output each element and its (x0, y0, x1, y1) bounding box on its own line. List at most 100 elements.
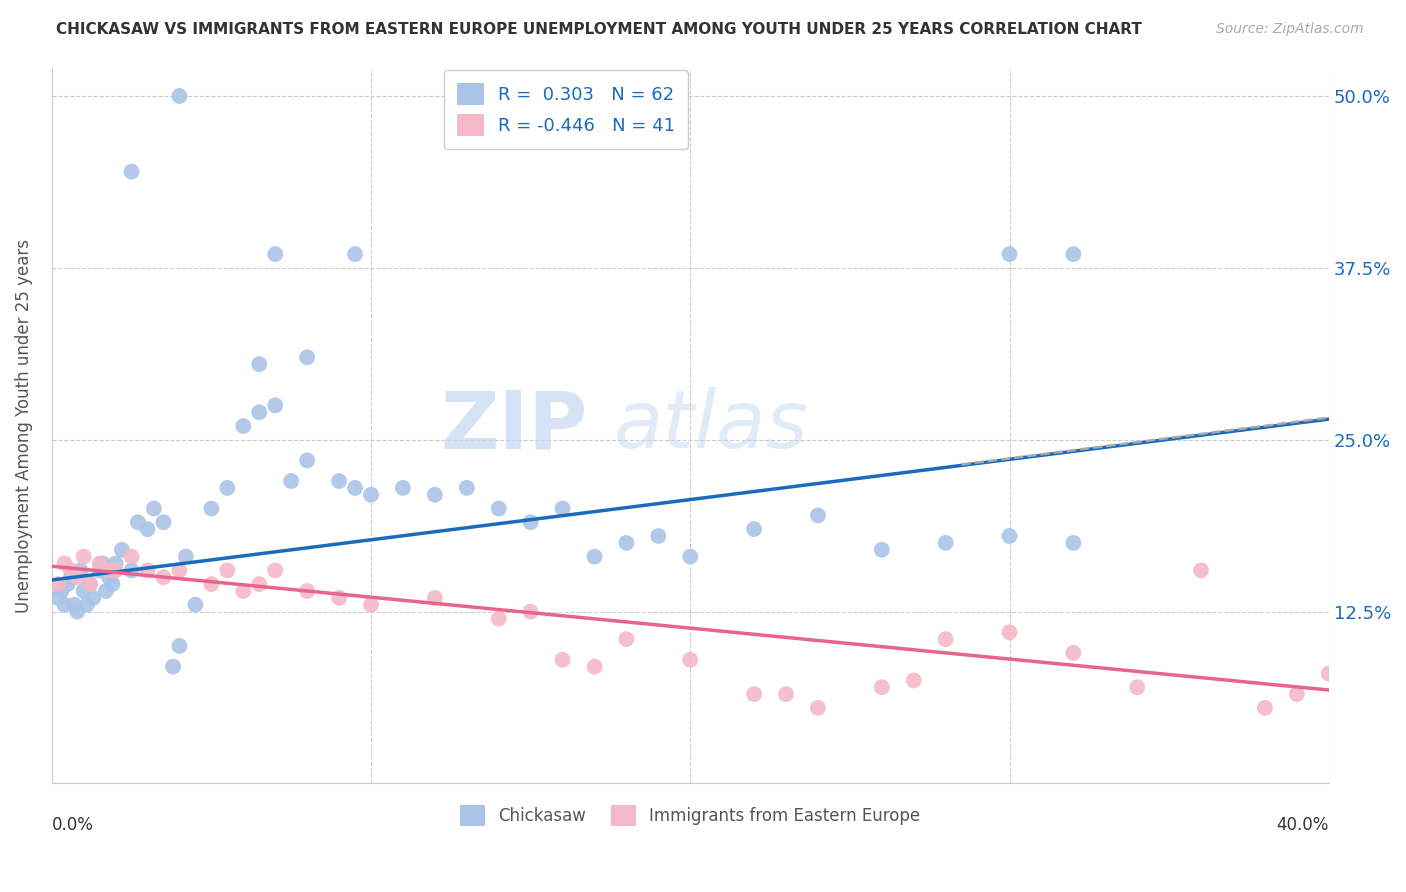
Point (519, 605, 541, 619)
Point (328, 591, 350, 605)
Point (76, 598, 98, 612)
Point (1062, 536, 1084, 550)
Point (423, 591, 446, 605)
Point (870, 680, 893, 694)
Point (46, 577, 69, 591)
Point (679, 549, 702, 564)
Point (63, 598, 86, 612)
Point (56, 577, 79, 591)
Point (1254, 701, 1277, 715)
Point (46, 591, 69, 605)
Point (583, 659, 606, 673)
Point (344, 481, 367, 495)
Y-axis label: Unemployment Among Youth under 25 years: Unemployment Among Youth under 25 years (15, 239, 32, 613)
Point (184, 598, 207, 612)
Point (423, 488, 446, 502)
Point (360, 598, 382, 612)
Point (174, 549, 197, 564)
Point (89, 557, 111, 571)
Point (152, 570, 174, 584)
Point (79, 577, 101, 591)
Point (742, 687, 765, 701)
Point (53, 557, 76, 571)
Point (280, 474, 302, 488)
Point (111, 542, 134, 557)
Point (1285, 687, 1308, 701)
Point (1126, 680, 1149, 694)
Text: Source: ZipAtlas.com: Source: ZipAtlas.com (1216, 22, 1364, 37)
Point (551, 653, 574, 667)
Point (82, 591, 104, 605)
Point (1317, 666, 1340, 681)
Point (616, 536, 638, 550)
Point (73, 549, 96, 564)
Point (583, 549, 606, 564)
Point (998, 625, 1021, 640)
Point (264, 563, 287, 577)
Text: ZIP: ZIP (441, 387, 588, 465)
Point (121, 164, 143, 178)
Point (89, 563, 111, 577)
Point (935, 632, 957, 647)
Point (616, 632, 638, 647)
Point (247, 405, 270, 419)
Point (935, 536, 957, 550)
Point (104, 563, 127, 577)
Point (169, 563, 191, 577)
Point (69, 563, 91, 577)
Point (870, 542, 893, 557)
Point (295, 351, 318, 365)
Point (121, 549, 143, 564)
Point (264, 398, 287, 412)
Point (807, 508, 830, 523)
Point (169, 89, 191, 103)
Point (456, 481, 478, 495)
Point (169, 639, 191, 653)
Text: 0.0%: 0.0% (52, 815, 94, 834)
Point (488, 501, 510, 516)
Point (519, 515, 541, 529)
Point (1189, 563, 1212, 577)
Point (344, 247, 367, 261)
Point (127, 515, 149, 529)
Point (998, 529, 1021, 543)
Point (1062, 247, 1084, 261)
Point (232, 419, 254, 434)
Point (136, 522, 159, 536)
Point (232, 584, 254, 599)
Point (903, 673, 925, 688)
Point (142, 501, 165, 516)
Point (217, 563, 239, 577)
Point (94, 584, 117, 599)
Point (66, 605, 89, 619)
Point (328, 474, 350, 488)
Point (121, 563, 143, 577)
Point (101, 577, 124, 591)
Point (551, 501, 574, 516)
Point (295, 453, 318, 467)
Point (200, 501, 222, 516)
Point (998, 247, 1021, 261)
Point (295, 584, 318, 599)
Point (392, 481, 415, 495)
Point (98, 570, 121, 584)
Point (79, 577, 101, 591)
Point (51, 584, 73, 599)
Point (53, 598, 76, 612)
Point (162, 659, 184, 673)
Point (136, 563, 159, 577)
Point (91, 557, 114, 571)
Text: 40.0%: 40.0% (1277, 815, 1329, 834)
Point (679, 653, 702, 667)
Text: CHICKASAW VS IMMIGRANTS FROM EASTERN EUROPE UNEMPLOYMENT AMONG YOUTH UNDER 25 YE: CHICKASAW VS IMMIGRANTS FROM EASTERN EUR… (56, 22, 1142, 37)
Point (200, 577, 222, 591)
Point (775, 687, 797, 701)
Point (152, 515, 174, 529)
Text: atlas: atlas (613, 387, 808, 465)
Point (247, 577, 270, 591)
Point (217, 481, 239, 495)
Point (1062, 646, 1084, 660)
Point (360, 488, 382, 502)
Legend: Chickasaw, Immigrants from Eastern Europe: Chickasaw, Immigrants from Eastern Europ… (453, 798, 927, 832)
Point (66, 570, 89, 584)
